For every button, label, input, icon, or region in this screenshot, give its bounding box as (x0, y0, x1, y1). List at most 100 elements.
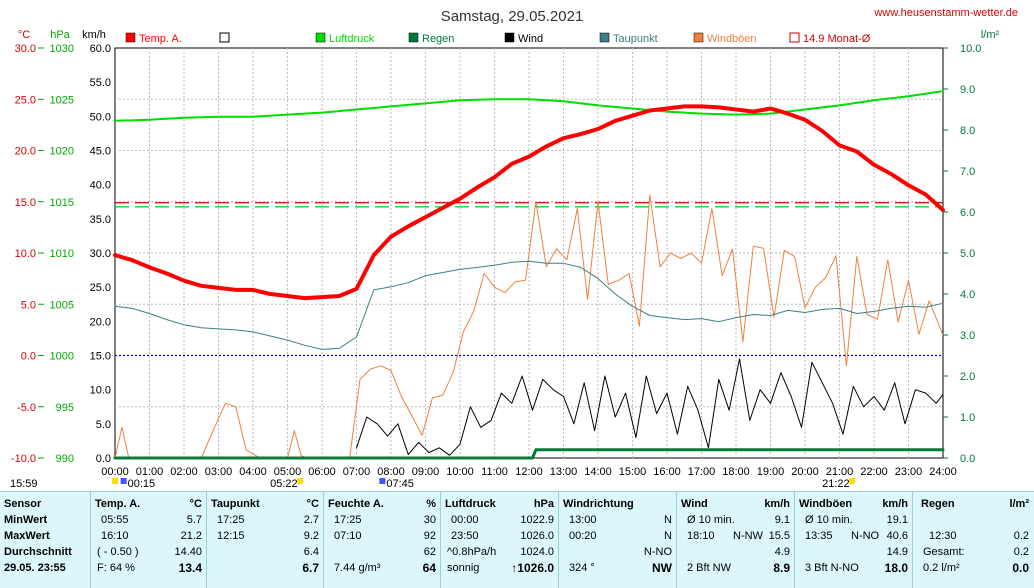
wind-now-value: 8.9 (773, 561, 790, 575)
legend-swatch (315, 32, 326, 43)
press-max-time: 23:50 (451, 530, 479, 542)
x-tick-label: 02:00 (170, 466, 198, 478)
wind-min-value: 9.1 (774, 514, 790, 526)
temp-tick-label: 30.0 (15, 43, 36, 55)
wind-tick-label: 60.0 (90, 43, 111, 55)
wind-max-time: 18:10 (687, 530, 715, 542)
rain-tick-label: 2.0 (960, 371, 975, 383)
hum-avg-value: 62 (423, 546, 436, 558)
dir-header: Windrichtung (563, 498, 634, 510)
avg-label: Durchschnitt (4, 546, 72, 558)
marker-icon (120, 478, 127, 484)
series-windb-en (114, 194, 944, 459)
legend-label: Windböen (707, 33, 757, 45)
wind-now-bft: 2 Bft NW (687, 562, 732, 574)
legend: Temp. A. Luftdruck Regen Wind Taupunkt Windbö… (125, 32, 871, 45)
temp-tick-label: -5.0 (17, 402, 36, 414)
marker-label: 07:45 (386, 478, 414, 490)
hum-header: Feuchte A. (328, 498, 384, 510)
temp-max-value: 21.2 (180, 530, 202, 542)
stats-col-hum: Feuchte A.% 17:25 30 07:10 92 62 7.44 g/m³… (324, 492, 441, 588)
temp-tick-label: 5.0 (21, 299, 36, 311)
hum-unit: % (426, 498, 436, 510)
temp-avg-delta: ( - 0.50 ) (97, 546, 139, 558)
wind-unit-label: km/h (82, 29, 106, 41)
x-tick-label: 15:00 (619, 466, 647, 478)
max-label: MaxWert (4, 530, 50, 542)
stats-table: Sensor MinWert MaxWert Durchschnitt 29.0… (0, 491, 1034, 588)
x-tick-label: 06:00 (308, 466, 336, 478)
temp-unit-label: °C (18, 29, 30, 41)
temp-tick-label: 15.0 (15, 197, 36, 209)
gust-min-label: Ø 10 min. (805, 514, 853, 526)
marker-icon (297, 478, 304, 484)
wind-min-label: Ø 10 min. (687, 514, 735, 526)
rain-tick-label: 10.0 (960, 43, 981, 55)
gust-max-time: 13:35 (805, 530, 833, 542)
weather-chart: 00:00 01:00 02:00 03:00 04:00 05:00 06:00 07:00… (10, 7, 1018, 490)
temp-min-time: 05:55 (101, 514, 129, 526)
legend-swatch (408, 32, 419, 43)
stats-col-press: Luftdruck hPa 00:00 1022.9 23:50 1026.0 ^0.… (441, 492, 559, 588)
press-min-time: 00:00 (451, 514, 479, 526)
rain-unit-label: l/m² (981, 29, 1000, 41)
temp-tick-label: 0.0 (21, 351, 36, 363)
now-label: 29.05. 23:55 (4, 562, 66, 574)
rain-value: 0.2 (1013, 530, 1029, 542)
stats-col-dew: Taupunkt °C 17:25 2.7 12:15 9.2 6.4 6.7 (207, 492, 324, 588)
temp-header: Temp. A. (95, 498, 141, 510)
hum-min-value: 30 (423, 514, 436, 526)
gust-header: Windböen (799, 498, 853, 510)
rain-header: Regen (921, 498, 955, 510)
wind-unit: km/h (764, 498, 790, 510)
x-tick-label: 08:00 (377, 466, 405, 478)
time-markers: 15:59 00:15 05:22 07:45 21:22 (10, 478, 856, 490)
x-tick-label: 10:00 (446, 466, 474, 478)
x-tick-label: 20:00 (791, 466, 819, 478)
legend-swatch (693, 32, 704, 43)
legend-swatch (125, 32, 136, 43)
pressure-tick-label: 1020 (50, 146, 74, 158)
temp-tick-label: 20.0 (15, 146, 36, 158)
pressure-tick-label: 1005 (50, 299, 74, 311)
pressure-tick-label: 1025 (50, 94, 74, 106)
series-layer (113, 90, 945, 460)
temp-now-value: 13.4 (178, 561, 202, 575)
dir-max-value: N (664, 530, 672, 542)
pressure-tick-label: 1000 (50, 351, 74, 363)
pressure-unit-label: hPa (50, 29, 70, 41)
press-unit: hPa (533, 498, 554, 510)
press-min-value: 1022.9 (520, 514, 554, 526)
x-tick-label: 03:00 (205, 466, 233, 478)
stats-col-wind: Wind km/h Ø 10 min. 9.1 18:10 N-NW 15.5 4.9 … (677, 492, 795, 588)
wind-tick-label: 25.0 (90, 282, 111, 294)
x-tick-label: 23:00 (895, 466, 923, 478)
temp-avg-value: 14.40 (174, 546, 202, 558)
press-max-value: 1026.0 (520, 530, 554, 542)
temp-tick-label: 10.0 (15, 248, 36, 260)
series-taupunkt (114, 260, 944, 350)
marker-label: 21:22 (822, 478, 850, 490)
rain-now-value: 0.0 (1012, 561, 1029, 575)
site-link[interactable]: www.heusenstamm-wetter.de (873, 7, 1018, 19)
gust-max-value: 40.6 (886, 530, 908, 542)
legend-swatch (219, 32, 230, 43)
dir-min-time: 13:00 (569, 514, 597, 526)
temp-max-time: 16:10 (101, 530, 129, 542)
sensor-header: Sensor (4, 498, 42, 510)
marker-icon (379, 478, 386, 484)
dir-max-time: 00:20 (569, 530, 597, 542)
stats-col-gust: Windböen km/h Ø 10 min. 19.1 13:35 N-NO 40.6… (795, 492, 913, 588)
x-tick-label: 21:00 (826, 466, 854, 478)
press-now-value: ↑1026.0 (511, 561, 554, 575)
temp-unit: °C (189, 498, 202, 510)
gust-min-value: 19.1 (886, 514, 908, 526)
dew-avg-value: 6.4 (303, 546, 319, 558)
x-tick-label: 05:00 (274, 466, 302, 478)
rain-tick-label: 7.0 (960, 166, 975, 178)
temp-tick-label: 25.0 (15, 94, 36, 106)
dew-min-time: 17:25 (217, 514, 245, 526)
wind-tick-label: 10.0 (90, 385, 111, 397)
hum-now-value: 64 (422, 561, 436, 575)
wind-tick-label: 45.0 (90, 146, 111, 158)
